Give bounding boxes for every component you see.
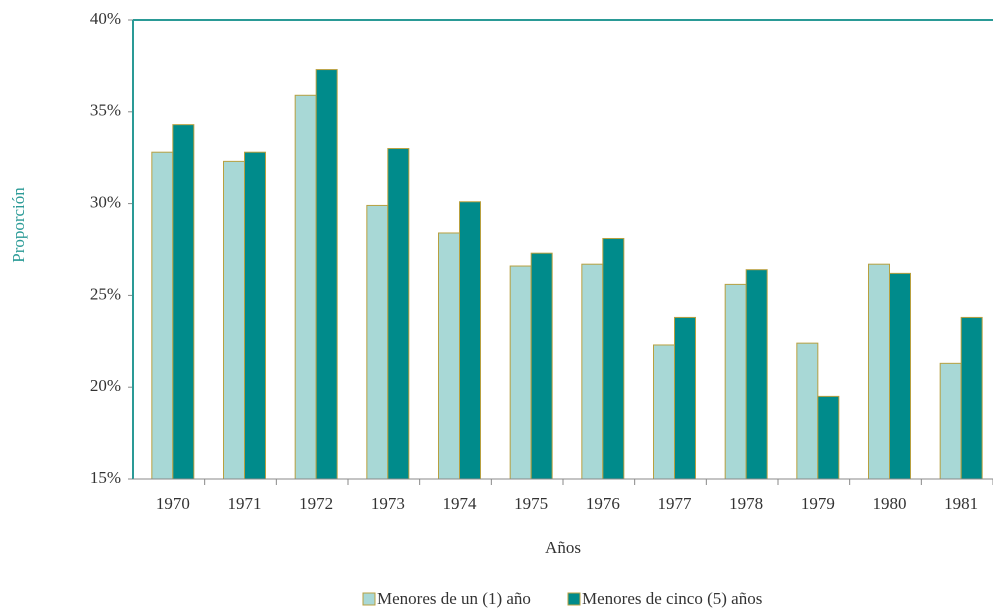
y-tick-label: 40% [90,9,121,28]
x-tick-label: 1977 [658,494,693,513]
bar [151,151,174,480]
bar [581,263,604,480]
legend-swatch [362,592,376,606]
y-tick-label: 25% [90,284,121,303]
bar [960,316,983,480]
x-tick-label: 1975 [514,494,548,513]
x-tick-label: 1979 [801,494,835,513]
x-tick-label: 1978 [729,494,763,513]
legend-swatch [567,592,581,606]
bar [602,237,625,480]
y-tick-label: 35% [90,101,121,120]
bar [868,263,890,480]
bar [366,204,389,480]
bar [387,148,410,480]
y-tick-label: 20% [90,376,121,395]
x-tick-label: 1981 [944,494,978,513]
y-tick-label: 30% [90,193,121,212]
x-tick-label: 1973 [371,494,405,513]
bar [817,395,840,480]
legend-label: Menores de cinco (5) años [582,589,762,608]
bar [653,344,675,480]
y-tick-label: 15% [90,468,121,487]
bar [223,160,245,480]
x-tick-label: 1976 [586,494,620,513]
bar [724,283,747,480]
bar [745,269,768,480]
bar [674,316,696,480]
bar [172,124,195,480]
x-tick-label: 1972 [299,494,333,513]
bar [315,69,338,480]
x-axis-label: Años [545,538,581,557]
x-tick-label: 1970 [156,494,190,513]
bar [939,362,962,480]
bar [509,265,532,480]
bar [530,252,553,480]
bar [244,151,266,480]
bar [796,342,819,480]
x-tick-label: 1974 [443,494,478,513]
bar [459,201,481,480]
y-axis-label: Proporción [9,187,28,263]
legend-label: Menores de un (1) año [377,589,531,608]
x-tick-label: 1971 [228,494,262,513]
bar [438,232,460,480]
x-tick-label: 1980 [873,494,907,513]
bar [294,94,317,480]
bar [889,272,911,480]
